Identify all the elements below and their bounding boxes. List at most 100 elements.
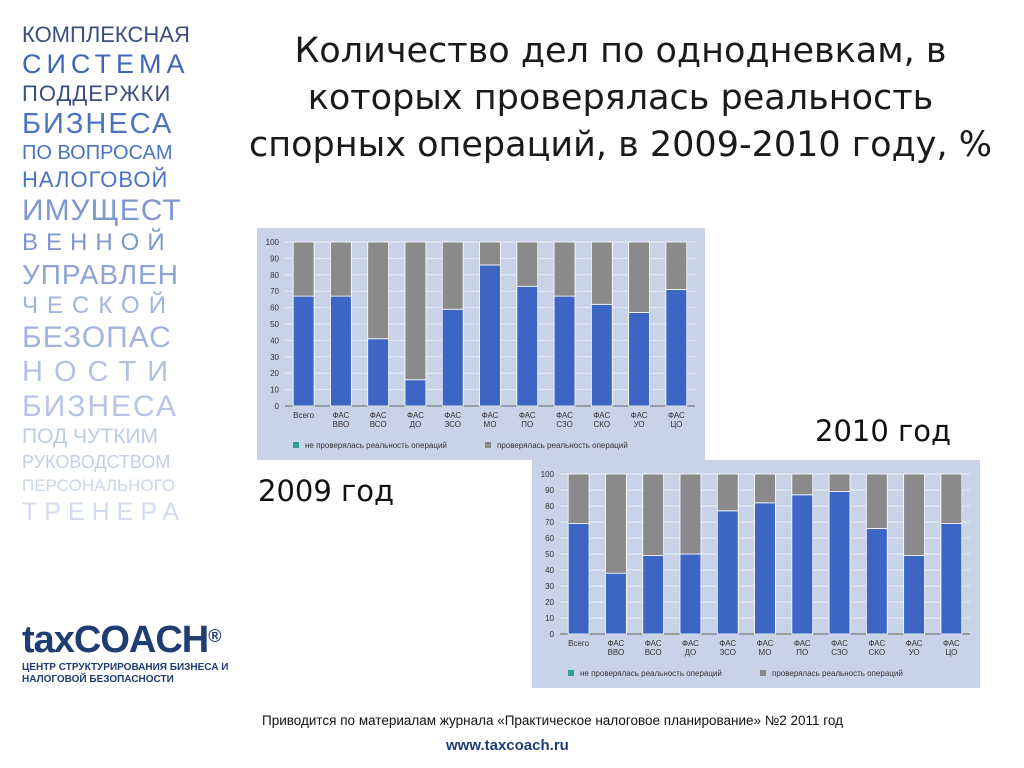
- x-tick-label: ФАС: [719, 639, 736, 648]
- x-tick-label: СКО: [869, 648, 886, 657]
- bar-segment: [716, 473, 739, 512]
- label-2009: 2009 год: [258, 474, 395, 508]
- x-tick-label: МО: [759, 648, 772, 657]
- y-tick-label: 90: [545, 486, 554, 495]
- x-tick-label: ВВО: [333, 420, 350, 429]
- bar-segment: [292, 241, 315, 297]
- bar-segment: [754, 502, 776, 635]
- sidebar-slogan: КОМПЛЕКСНАЯ СИСТЕМА ПОДДЕРЖКИ БИЗНЕСА ПО ВОП…: [22, 22, 222, 527]
- slogan-line: ПОД ЧУТКИМ: [22, 425, 159, 448]
- bar-segment: [516, 241, 539, 287]
- legend-label: проверялась реальность операций: [772, 669, 903, 678]
- x-tick-label: ФАС: [831, 639, 848, 648]
- bar-segment: [628, 312, 650, 407]
- x-tick-label: ЗСО: [719, 648, 736, 657]
- y-tick-label: 60: [545, 534, 554, 543]
- source-note: Приводится по материалам журнала «Практи…: [262, 713, 843, 728]
- bar-segment: [940, 523, 963, 635]
- logo-subtitle-line: НАЛОГОВОЙ БЕЗОПАСНОСТИ: [22, 674, 174, 685]
- bar-segment: [679, 553, 702, 635]
- x-tick-label: ЦО: [945, 648, 957, 657]
- y-tick-label: 90: [270, 254, 279, 263]
- y-tick-label: 70: [545, 518, 554, 527]
- bar-segment: [940, 473, 963, 524]
- slogan-line: ЧЕСКОЙ: [22, 292, 175, 319]
- y-tick-label: 30: [270, 353, 279, 362]
- bar-segment: [903, 473, 925, 556]
- x-tick-label: ЦО: [670, 420, 682, 429]
- website-link[interactable]: www.taxcoach.ru: [446, 737, 569, 754]
- chart-2009: 0 10 20 30 40 50 60 70 80 90 100 Всего ФАС ВВО ФАС ВСО Ф…: [257, 228, 705, 460]
- slogan-line: БИЗНЕСА: [22, 108, 174, 140]
- x-tick-label: СЗО: [556, 420, 573, 429]
- bar-segment: [828, 491, 851, 635]
- bar-segment: [605, 572, 627, 635]
- slogan-line: БЕЗОПАС: [22, 321, 172, 354]
- bar-segment: [567, 523, 590, 635]
- bar-segment: [642, 555, 665, 635]
- bar-segment: [865, 528, 888, 635]
- x-tick-label: ВСО: [370, 420, 387, 429]
- label-2010: 2010 год: [815, 414, 952, 448]
- x-tick-label: ФАС: [593, 411, 610, 420]
- bar-segment: [791, 473, 814, 496]
- x-tick-label: ФАС: [682, 639, 699, 648]
- legend-swatch: [760, 670, 766, 676]
- y-tick-label: 100: [266, 238, 280, 247]
- x-tick-label: ФАС: [482, 411, 499, 420]
- x-tick-label: ФАС: [631, 411, 648, 420]
- x-tick-label: ФАС: [868, 639, 885, 648]
- y-tick-label: 30: [545, 582, 554, 591]
- y-tick-label: 50: [270, 320, 279, 329]
- x-tick-label: ФАС: [757, 639, 774, 648]
- y-tick-label: 20: [270, 369, 279, 378]
- bar-segment: [716, 510, 739, 635]
- x-tick-label: ФАС: [332, 411, 349, 420]
- slogan-line: НАЛОГОВОЙ: [22, 167, 169, 192]
- y-tick-label: 50: [545, 550, 554, 559]
- slogan-line: СИСТЕМА: [22, 49, 190, 79]
- legend-swatch: [293, 442, 299, 448]
- bar-segment: [590, 303, 613, 407]
- legend-label: проверялась реальность операций: [497, 441, 628, 450]
- x-tick-label: МО: [484, 420, 497, 429]
- bar-segment: [605, 473, 627, 574]
- bar-segment: [865, 473, 888, 529]
- x-tick-label: ФАС: [556, 411, 573, 420]
- x-tick-label: ДО: [410, 420, 422, 429]
- y-tick-label: 40: [545, 566, 554, 575]
- y-tick-label: 100: [541, 470, 555, 479]
- bar-segment: [330, 241, 352, 297]
- bar-segment: [642, 473, 665, 556]
- x-tick-label: ФАС: [794, 639, 811, 648]
- legend-label: не проверялась реальность операций: [580, 669, 722, 678]
- bar-segment: [367, 241, 390, 340]
- y-tick-label: 10: [545, 614, 554, 623]
- y-tick-label: 40: [270, 336, 279, 345]
- bar-segment: [479, 264, 501, 407]
- slogan-line: БИЗНЕСА: [22, 390, 179, 423]
- bar-segment: [404, 379, 427, 407]
- bar-segment: [330, 295, 352, 407]
- bar-segment: [553, 241, 576, 297]
- registered-mark: ®: [208, 626, 221, 646]
- slide-title: Количество дел по однодневкам, в которых…: [248, 31, 993, 165]
- x-tick-label: Всего: [568, 639, 590, 648]
- bar-segment: [628, 241, 650, 313]
- y-tick-label: 20: [545, 598, 554, 607]
- x-tick-label: УО: [909, 648, 920, 657]
- bar-segment: [441, 241, 464, 310]
- chart-2010: 0 10 20 30 40 50 60 70 80 90 100 Всего ФАС ВВО ФАС ВСО Ф…: [532, 460, 980, 688]
- x-tick-label: ВСО: [645, 648, 662, 657]
- bar-segment: [791, 494, 814, 635]
- y-tick-label: 0: [550, 630, 555, 639]
- bar-segment: [665, 241, 688, 290]
- slogan-line: НОСТИ: [22, 356, 180, 388]
- x-tick-label: ФАС: [519, 411, 536, 420]
- y-tick-label: 80: [545, 502, 554, 511]
- bar-segment: [679, 473, 702, 555]
- x-tick-label: ЗСО: [444, 420, 461, 429]
- slogan-line: РУКОВОДСТВОМ: [22, 452, 171, 472]
- bar-segment: [404, 241, 427, 381]
- bar-segment: [479, 241, 501, 266]
